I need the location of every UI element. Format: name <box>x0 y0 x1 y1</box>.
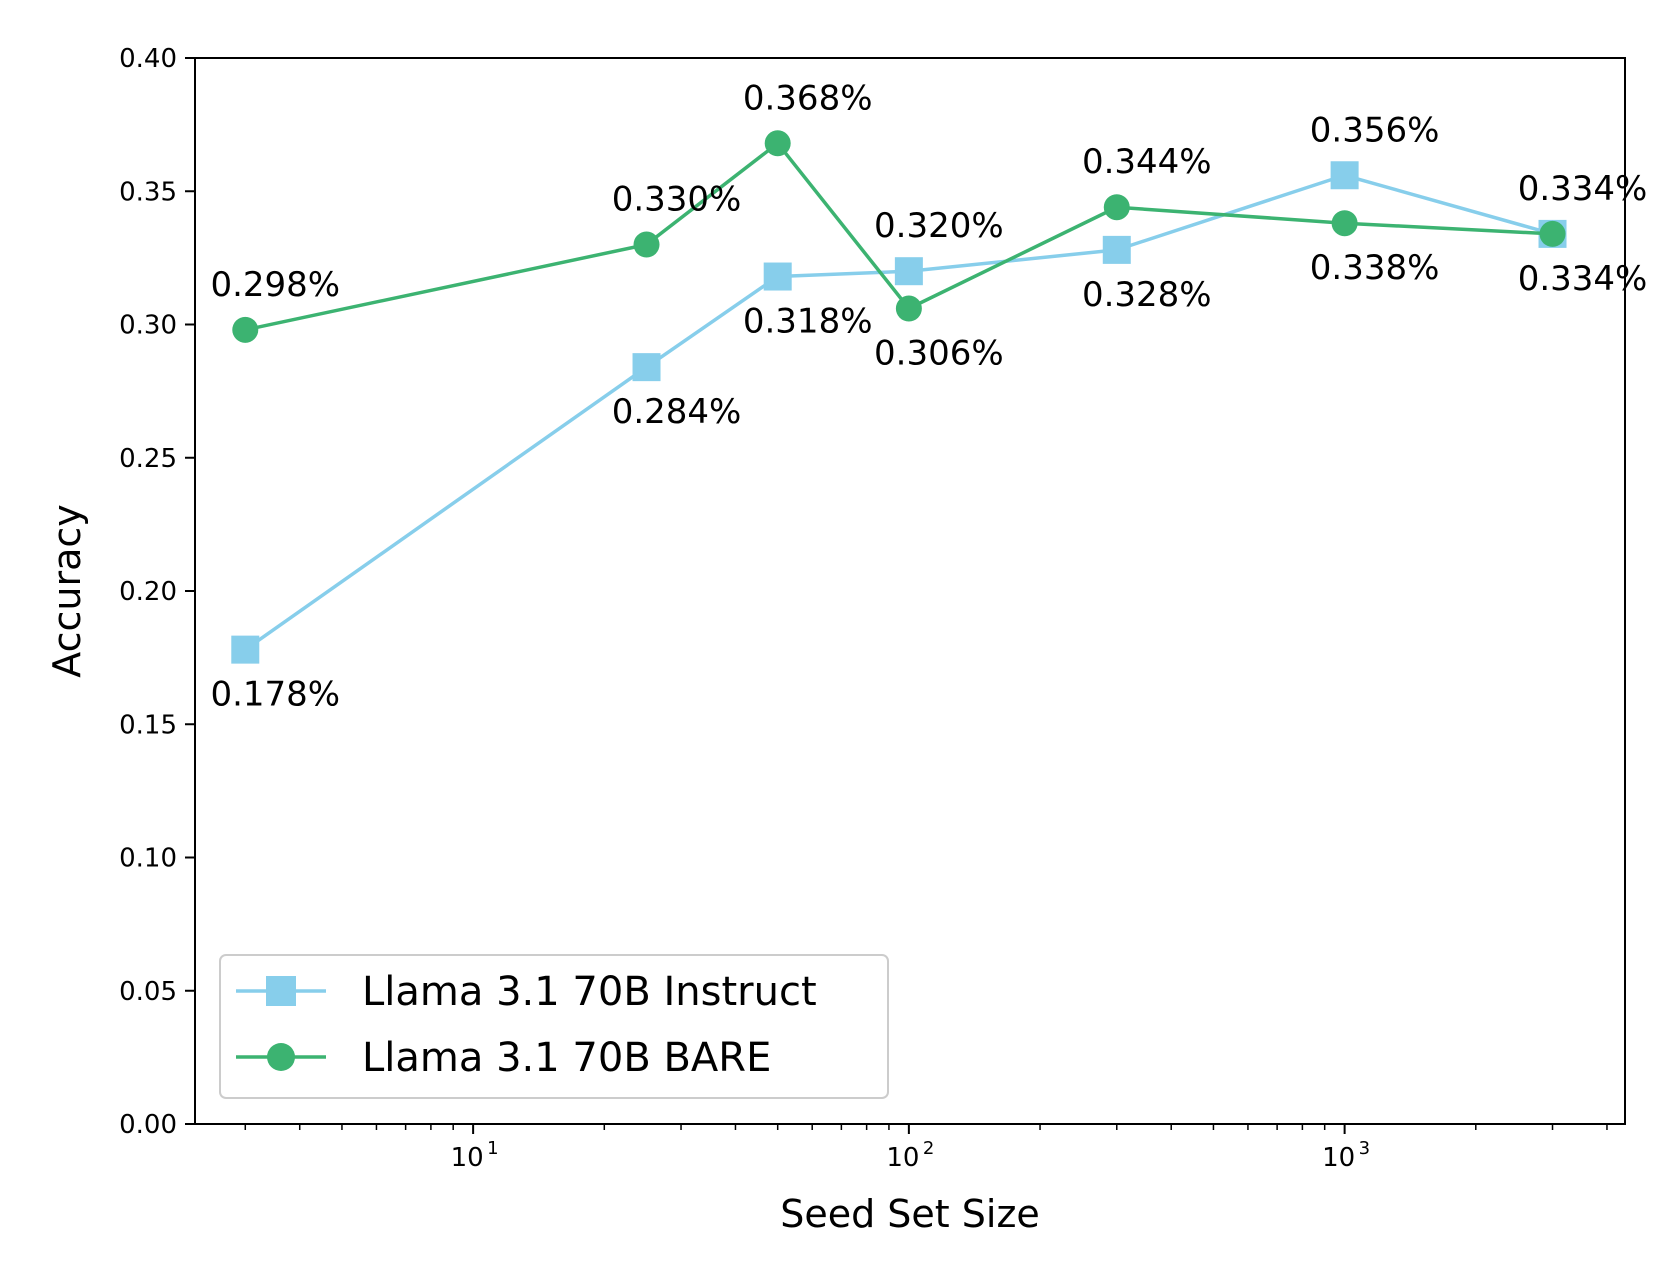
legend-marker <box>267 1043 295 1071</box>
y-axis-title: Accuracy <box>45 504 89 678</box>
legend-item: Llama 3.1 70B Instruct <box>236 969 817 1015</box>
x-tick-exponent: 2 <box>923 1138 934 1159</box>
data-label: 0.356% <box>1310 110 1440 150</box>
y-tick-label: 0.30 <box>119 311 177 341</box>
data-point <box>895 295 922 322</box>
y-tick-label: 0.05 <box>119 977 177 1007</box>
x-tick-exponent: 1 <box>487 1138 498 1159</box>
data-label: 0.368% <box>743 78 873 118</box>
y-tick-label: 0.10 <box>119 844 177 874</box>
data-label: 0.298% <box>210 265 340 305</box>
data-point <box>764 130 791 157</box>
data-point <box>231 635 260 664</box>
data-point <box>1103 194 1130 221</box>
legend-label: Llama 3.1 70B BARE <box>362 1035 771 1081</box>
legend: Llama 3.1 70B Instruct Llama 3.1 70B BARE <box>219 954 889 1099</box>
data-point <box>1330 161 1359 190</box>
y-tick-label: 0.20 <box>119 577 177 607</box>
y-tick-label: 0.35 <box>119 177 177 207</box>
y-tick-label: 0.15 <box>119 710 177 740</box>
data-label: 0.284% <box>612 392 742 432</box>
data-point <box>1331 210 1358 237</box>
x-tick-exponent: 3 <box>1359 1138 1370 1159</box>
data-point <box>1102 235 1131 264</box>
y-tick-label: 0.25 <box>119 444 177 474</box>
data-point <box>1539 220 1566 247</box>
data-label: 0.178% <box>210 675 340 715</box>
data-label: 0.334% <box>1518 169 1648 209</box>
data-label: 0.344% <box>1082 142 1212 182</box>
legend-marker <box>266 976 296 1006</box>
data-label: 0.334% <box>1518 259 1648 299</box>
series-bare <box>232 130 1566 343</box>
data-label: 0.318% <box>743 302 873 342</box>
y-tick-label: 0.40 <box>119 44 177 74</box>
data-point <box>763 262 792 291</box>
data-point <box>232 316 259 343</box>
data-label: 0.320% <box>874 206 1004 246</box>
data-labels: 0.178% 0.284% 0.318% 0.320% 0.328% 0.356% 0.33… <box>210 78 1647 714</box>
data-label: 0.328% <box>1082 275 1212 315</box>
data-point <box>633 231 660 258</box>
series-layer <box>231 130 1567 664</box>
x-tick-label: 10 <box>886 1143 919 1173</box>
plot-frame <box>194 57 1626 1125</box>
x-axis-title: Seed Set Size <box>780 1192 1040 1236</box>
legend-box <box>219 954 889 1099</box>
data-point <box>894 257 923 286</box>
y-tick-label: 0.00 <box>119 1110 177 1140</box>
data-label: 0.306% <box>874 334 1004 374</box>
data-point <box>632 353 661 382</box>
x-tick-label: 10 <box>451 1143 484 1173</box>
x-tick-label: 10 <box>1322 1143 1355 1173</box>
legend-label: Llama 3.1 70B Instruct <box>362 969 817 1015</box>
data-label: 0.330% <box>612 180 742 220</box>
legend-item: Llama 3.1 70B BARE <box>236 1035 771 1081</box>
data-label: 0.338% <box>1310 248 1440 288</box>
